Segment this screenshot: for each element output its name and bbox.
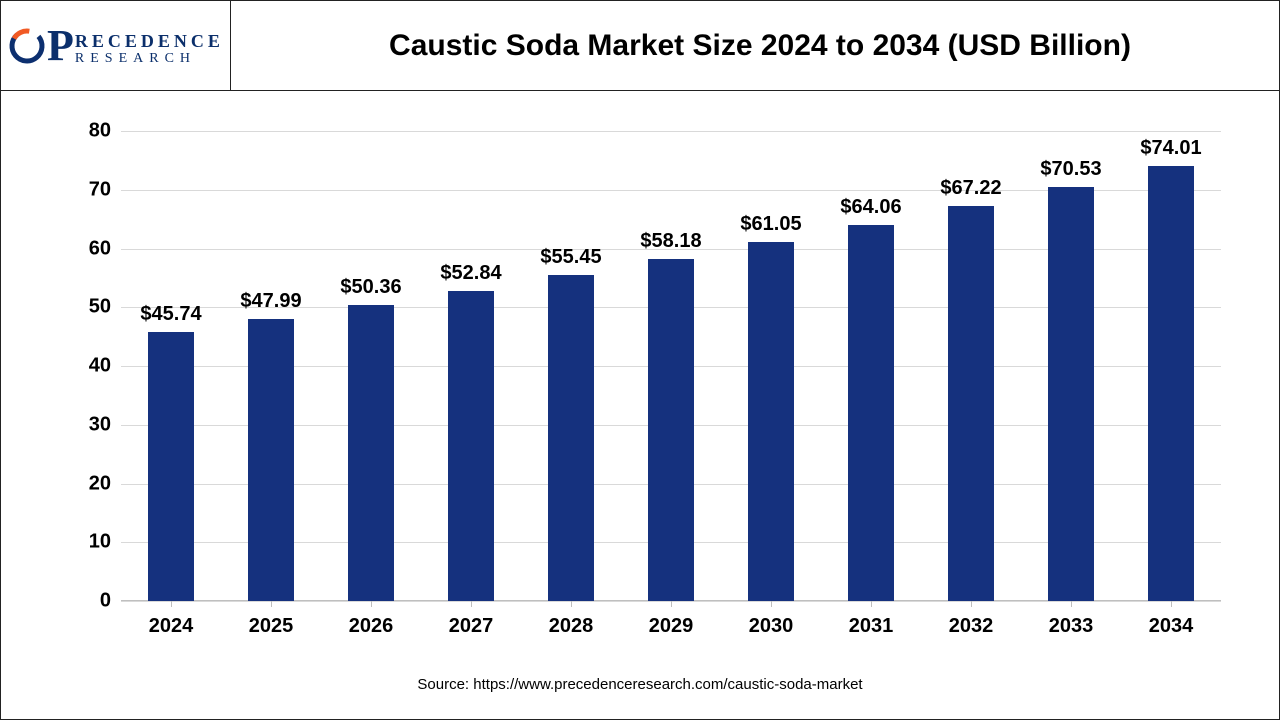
y-axis-label: 10	[89, 531, 111, 554]
bar	[548, 275, 594, 601]
bar-value-label: $64.06	[840, 196, 901, 219]
x-tick	[1071, 601, 1072, 607]
bar	[948, 206, 994, 601]
logo: P RECEDENCE RESEARCH	[7, 24, 224, 68]
x-tick	[271, 601, 272, 607]
bar	[1048, 187, 1094, 601]
bar	[748, 242, 794, 601]
bar-value-label: $70.53	[1040, 158, 1101, 181]
title-cell: Caustic Soda Market Size 2024 to 2034 (U…	[231, 29, 1279, 63]
x-axis-label: 2028	[549, 615, 594, 638]
y-axis-label: 0	[100, 590, 111, 613]
logo-word-bottom: RESEARCH	[75, 52, 224, 66]
plot-region: 0102030405060708020242025202620272028202…	[121, 131, 1221, 601]
logo-cell: P RECEDENCE RESEARCH	[1, 1, 231, 90]
x-axis-label: 2026	[349, 615, 394, 638]
x-axis-label: 2031	[849, 615, 894, 638]
y-axis-label: 70	[89, 178, 111, 201]
x-tick	[771, 601, 772, 607]
y-axis-label: 40	[89, 355, 111, 378]
source-caption: Source: https://www.precedenceresearch.c…	[417, 676, 862, 693]
x-tick	[571, 601, 572, 607]
logo-word-top: RECEDENCE	[75, 32, 224, 50]
bar-value-label: $74.01	[1140, 137, 1201, 160]
x-axis-label: 2030	[749, 615, 794, 638]
y-axis-label: 60	[89, 237, 111, 260]
header-row: P RECEDENCE RESEARCH Caustic Soda Market…	[1, 1, 1279, 91]
x-axis-label: 2025	[249, 615, 294, 638]
bar-value-label: $47.99	[240, 290, 301, 313]
x-tick	[871, 601, 872, 607]
bar-value-label: $58.18	[640, 230, 701, 253]
bar-value-label: $55.45	[540, 246, 601, 269]
bar-value-label: $61.05	[740, 213, 801, 236]
bar	[648, 259, 694, 601]
logo-text: RECEDENCE RESEARCH	[75, 32, 224, 66]
y-axis-label: 80	[89, 120, 111, 143]
x-tick	[171, 601, 172, 607]
x-axis-label: 2024	[149, 615, 194, 638]
logo-mark-icon	[7, 26, 47, 66]
y-axis-label: 20	[89, 472, 111, 495]
x-axis-label: 2032	[949, 615, 994, 638]
gridline	[121, 131, 1221, 132]
bar	[148, 332, 194, 601]
x-tick	[1171, 601, 1172, 607]
x-axis-label: 2033	[1049, 615, 1094, 638]
chart-container: P RECEDENCE RESEARCH Caustic Soda Market…	[0, 0, 1280, 720]
logo-letter: P	[47, 24, 73, 68]
x-tick	[371, 601, 372, 607]
bar	[248, 319, 294, 601]
bar-value-label: $45.74	[140, 303, 201, 326]
x-tick	[471, 601, 472, 607]
bar	[348, 305, 394, 601]
chart-area: 0102030405060708020242025202620272028202…	[1, 91, 1279, 719]
y-axis-label: 30	[89, 413, 111, 436]
x-axis-label: 2029	[649, 615, 694, 638]
x-axis-label: 2027	[449, 615, 494, 638]
bar	[848, 225, 894, 601]
bar-value-label: $52.84	[440, 262, 501, 285]
chart-title: Caustic Soda Market Size 2024 to 2034 (U…	[389, 29, 1131, 63]
bar	[448, 291, 494, 601]
y-axis-label: 50	[89, 296, 111, 319]
bar	[1148, 166, 1194, 601]
x-tick	[671, 601, 672, 607]
bar-value-label: $50.36	[340, 276, 401, 299]
x-tick	[971, 601, 972, 607]
bar-value-label: $67.22	[940, 177, 1001, 200]
x-axis-label: 2034	[1149, 615, 1194, 638]
